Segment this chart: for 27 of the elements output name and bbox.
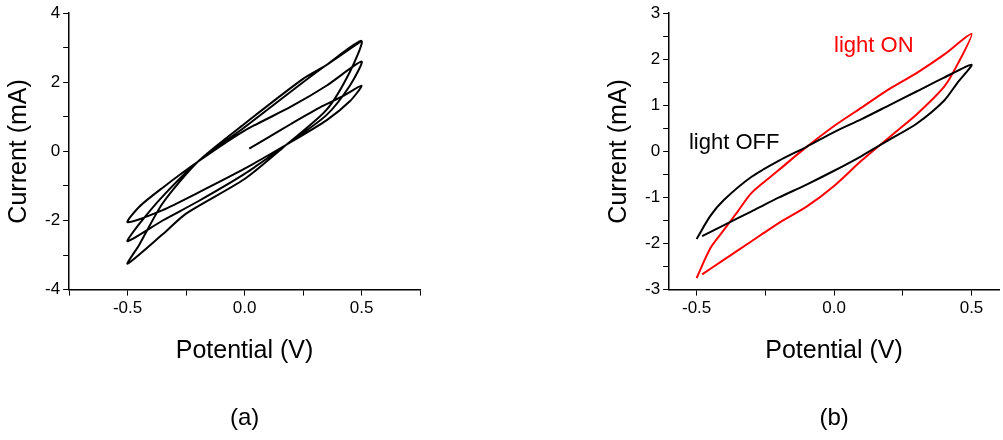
y-tick-label: 0 <box>50 141 61 161</box>
y-tick-label: 2 <box>50 71 61 91</box>
y-tick-label: 2 <box>650 48 661 68</box>
line-series <box>126 39 363 265</box>
series-label: light ON <box>834 32 914 58</box>
y-tick-label: -2 <box>44 210 61 230</box>
x-tick-label: 0.5 <box>959 298 984 318</box>
x-tick-label: 0.0 <box>822 298 846 318</box>
x-axis-title: Potential (V) <box>765 334 903 363</box>
y-axis-title: Current (mA) <box>602 79 631 224</box>
y-axis-title: Current (mA) <box>2 79 31 224</box>
text: (b) <box>819 402 849 430</box>
y-tick-label: -4 <box>44 279 61 299</box>
series-label: light OFF <box>688 129 780 155</box>
y-tick-label: 0 <box>650 141 661 161</box>
text: (a) <box>229 402 260 430</box>
x-tick-label: 0.5 <box>349 298 374 318</box>
x-tick-label: -0.5 <box>681 298 712 318</box>
x-tick-label: -0.5 <box>112 298 143 318</box>
y-tick-label: -3 <box>644 279 661 299</box>
y-tick-label: -2 <box>644 233 661 253</box>
y-tick-label: -1 <box>644 187 661 207</box>
y-tick-label: 3 <box>650 2 661 22</box>
y-tick-label: 1 <box>650 95 661 115</box>
y-tick-label: 4 <box>50 2 61 22</box>
x-axis-title: Potential (V) <box>175 334 314 363</box>
x-tick-label: 0.0 <box>232 298 257 318</box>
